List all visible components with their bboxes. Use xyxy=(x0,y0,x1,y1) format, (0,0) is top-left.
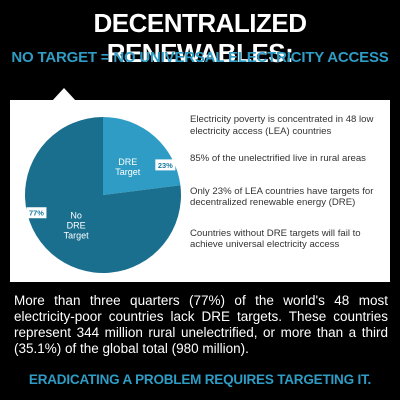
summary-paragraph: More than three quarters (77%) of the wo… xyxy=(14,293,388,356)
pie-slice-dre-target xyxy=(103,117,181,195)
fact-item: 85% of the unelectrified live in rural a… xyxy=(190,153,366,164)
page-subtitle: NO TARGET = NO UNIVERSAL ELECTRICITY ACC… xyxy=(11,49,389,66)
fact-item: Electricity poverty is concentrated in 4… xyxy=(190,114,374,137)
pie-label-no-dre-target: No DRE Target xyxy=(64,210,90,240)
panel-pointer xyxy=(52,88,76,101)
page-title: DECENTRALIZED RENEWABLES: xyxy=(93,8,307,68)
fact-item: Only 23% of LEA countries have targets f… xyxy=(190,185,374,209)
pie-label-dre-target: DRE Target xyxy=(115,157,141,177)
pie-value-label: 77% xyxy=(29,209,44,218)
pie-slice-no-dre-target xyxy=(25,117,181,273)
fact-item: Countries without DRE targets will fail … xyxy=(190,227,361,251)
pie-value-label: 23% xyxy=(158,161,173,170)
pie-chart: DRE Target 23% No DRE Target 77% xyxy=(25,117,181,273)
pie-value-tag-no-dre-target: 77% xyxy=(26,207,47,219)
pie-value-tag-dre-target: 23% xyxy=(155,159,176,171)
footer-tagline: ERADICATING A PROBLEM REQUIRES TARGETING… xyxy=(28,372,372,387)
facts-list: Electricity poverty is concentrated in 4… xyxy=(190,114,384,267)
